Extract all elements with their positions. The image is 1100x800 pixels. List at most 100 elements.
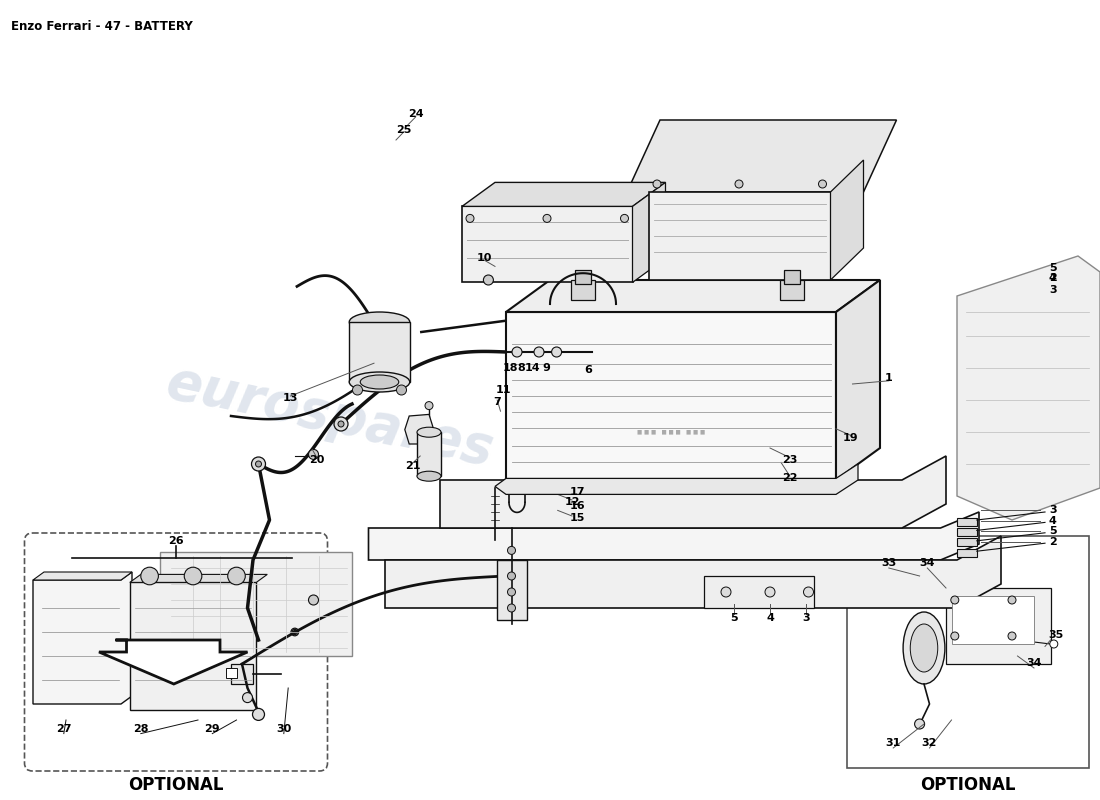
Text: 30: 30 [276,724,292,734]
Circle shape [466,214,474,222]
Polygon shape [830,160,864,280]
Text: 6: 6 [584,365,593,374]
Text: 3: 3 [1049,286,1056,295]
Circle shape [242,693,253,702]
Circle shape [507,604,516,612]
Text: 26: 26 [168,536,184,546]
Bar [349,322,409,382]
Text: Enzo Ferrari - 47 - BATTERY: Enzo Ferrari - 47 - BATTERY [11,20,192,33]
Bar [780,280,804,300]
Text: 4: 4 [1048,274,1057,283]
Bar [957,538,977,546]
Text: 18: 18 [503,363,518,373]
Bar [952,596,1034,644]
Bar [496,560,527,620]
Polygon shape [33,572,132,704]
Text: 13: 13 [283,394,298,403]
Text: 4: 4 [1048,516,1057,526]
Circle shape [425,402,433,410]
Text: 11: 11 [496,386,512,395]
Text: 3: 3 [1049,506,1056,515]
Polygon shape [368,512,979,560]
Polygon shape [462,182,666,206]
Circle shape [950,596,959,604]
Ellipse shape [349,312,409,332]
Text: 27: 27 [56,724,72,734]
Text: 15: 15 [570,514,585,523]
Circle shape [334,417,348,431]
Circle shape [338,421,344,427]
Circle shape [352,385,363,395]
Polygon shape [440,456,946,528]
Text: 1: 1 [884,374,893,383]
Bar [130,582,256,710]
Text: 17: 17 [570,487,585,497]
Circle shape [396,385,407,395]
Ellipse shape [349,372,409,392]
Bar [957,549,977,557]
Polygon shape [632,182,666,282]
Circle shape [803,587,814,597]
Text: 29: 29 [205,724,220,734]
Text: 5: 5 [730,614,737,623]
Bar [575,270,591,284]
Bar [784,270,800,284]
Circle shape [764,587,776,597]
Circle shape [551,347,562,357]
Bar [957,518,977,526]
Bar [226,668,236,678]
Circle shape [914,719,925,729]
Circle shape [507,588,516,596]
Text: eurospares: eurospares [162,356,498,476]
Polygon shape [495,464,858,494]
Circle shape [228,567,245,585]
Text: 5: 5 [1049,526,1056,536]
Circle shape [735,180,743,188]
Polygon shape [33,572,132,580]
Polygon shape [627,120,896,192]
Ellipse shape [417,471,441,481]
Circle shape [184,567,202,585]
Text: 2: 2 [1048,274,1057,283]
Text: 5: 5 [1049,263,1056,273]
Text: 16: 16 [570,502,585,511]
Circle shape [543,214,551,222]
Bar [649,192,830,280]
Text: 12: 12 [564,498,580,507]
Polygon shape [385,536,1001,608]
Text: 21: 21 [405,461,420,470]
Circle shape [141,567,158,585]
Bar [571,280,595,300]
Circle shape [653,180,661,188]
Text: 4: 4 [766,614,774,623]
Text: 8: 8 [517,363,526,373]
Text: 3: 3 [803,614,810,623]
Text: 33: 33 [881,558,896,568]
Text: 2: 2 [1048,537,1057,546]
Circle shape [1049,640,1058,648]
Circle shape [818,180,826,188]
Text: 34: 34 [920,558,935,568]
Circle shape [252,457,265,471]
Bar [417,432,441,476]
Circle shape [620,214,628,222]
Text: OPTIONAL: OPTIONAL [921,776,1015,794]
Text: 28: 28 [133,724,148,734]
Ellipse shape [417,427,441,437]
Text: 32: 32 [922,738,937,748]
Circle shape [253,709,264,720]
Text: 19: 19 [843,433,858,442]
Ellipse shape [903,612,945,684]
Text: 14: 14 [525,363,540,373]
Text: 7: 7 [493,398,502,407]
Text: 22: 22 [782,474,797,483]
Polygon shape [160,552,352,656]
Bar [231,664,253,684]
Text: 23: 23 [782,455,797,465]
Circle shape [1008,596,1016,604]
Bar [946,588,1050,664]
Text: 10: 10 [476,253,492,262]
Text: 34: 34 [1026,658,1042,668]
Polygon shape [836,280,880,480]
Polygon shape [506,312,836,480]
